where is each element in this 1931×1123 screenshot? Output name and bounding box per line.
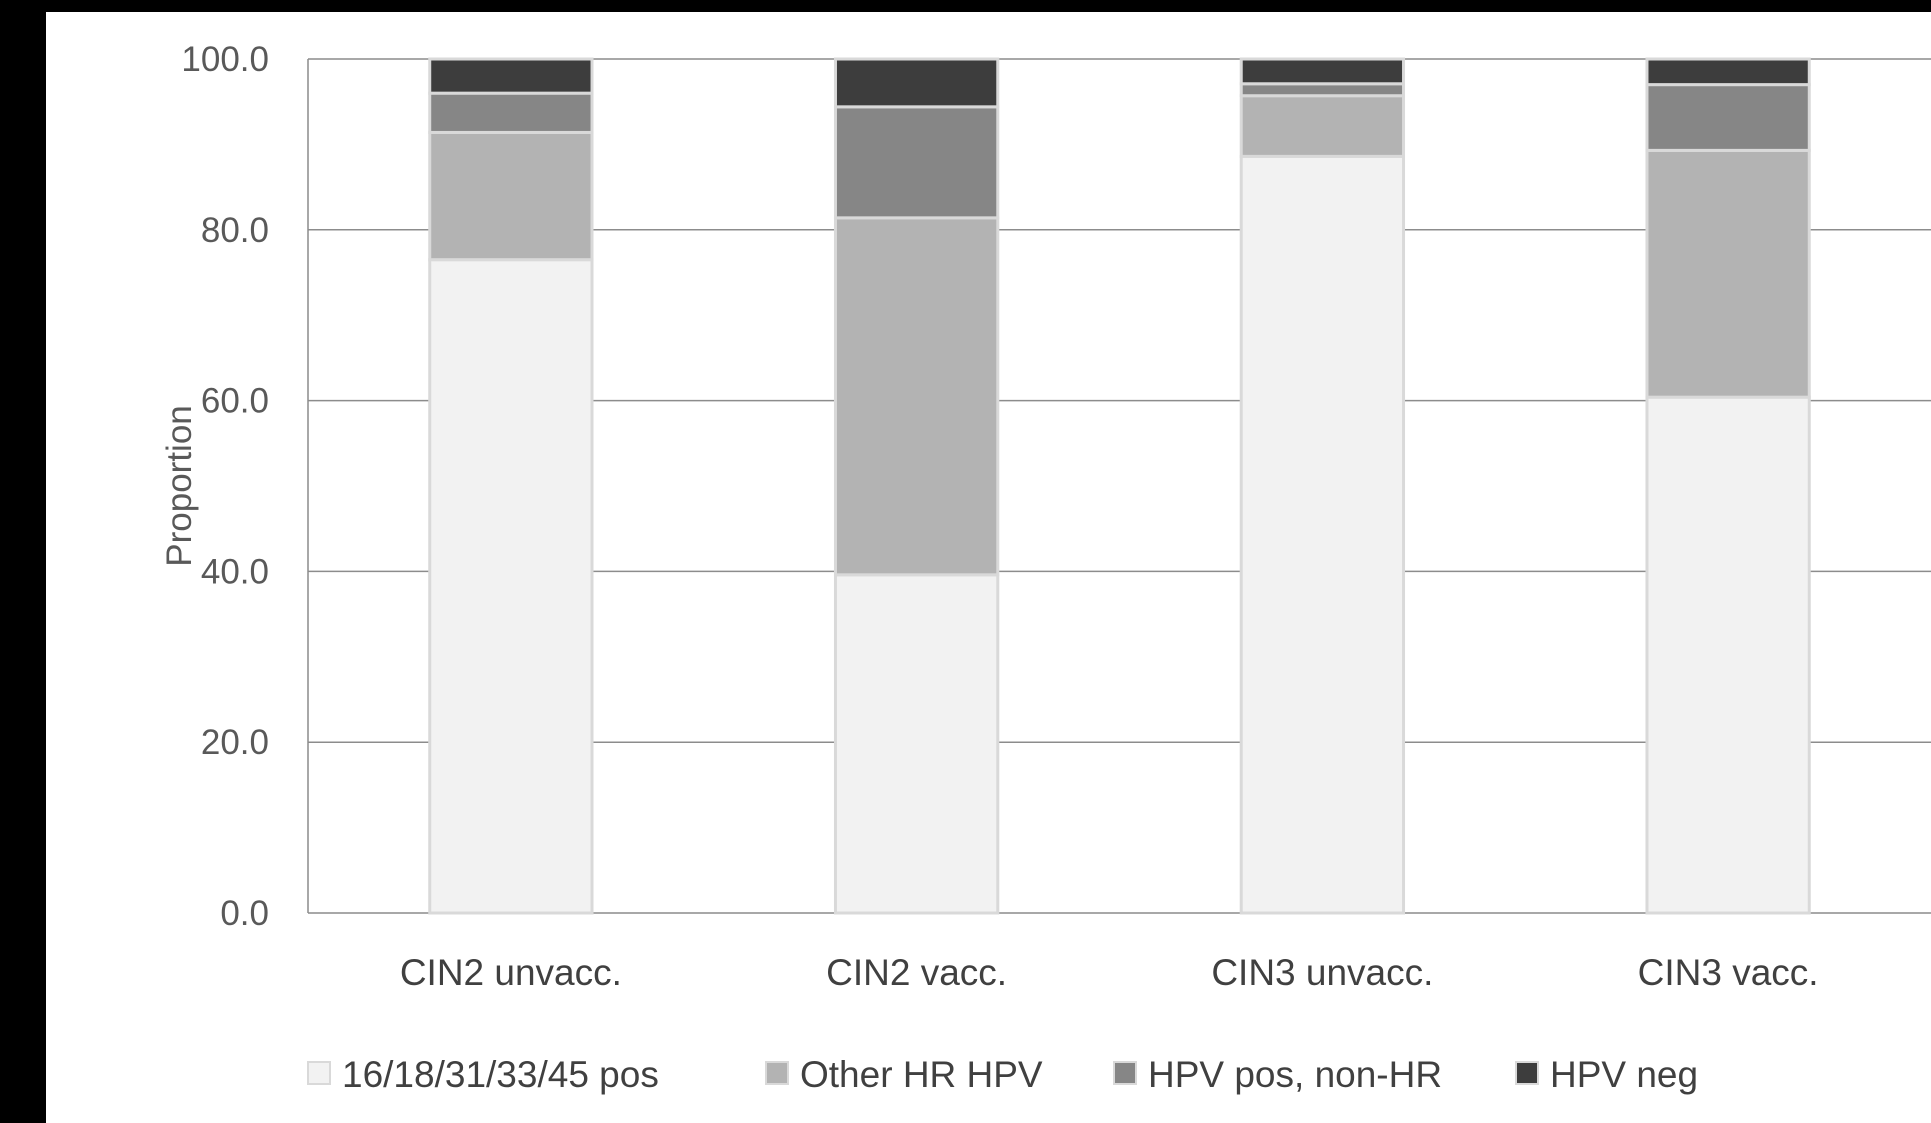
bar-segment [833, 573, 1000, 915]
legend-swatch [1515, 1061, 1539, 1085]
bar-segment [428, 258, 594, 915]
bar-segment [833, 105, 1000, 220]
legend-swatch [307, 1061, 331, 1085]
x-category-label: CIN2 unvacc. [400, 952, 622, 993]
legend-label: 16/18/31/33/45 pos [342, 1054, 659, 1095]
bar-segment [1645, 395, 1811, 915]
bar-segment [1239, 94, 1406, 158]
bar-segment [833, 216, 1000, 577]
bar-segment [428, 91, 594, 134]
legend: 16/18/31/33/45 pos Other HR HPV HPV pos, n… [307, 1054, 1698, 1095]
legend-swatch [765, 1061, 789, 1085]
bar-segment [833, 57, 1000, 109]
bars [428, 57, 1811, 915]
legend-label: HPV neg [1550, 1054, 1698, 1095]
x-category-label: CIN3 unvacc. [1211, 952, 1433, 993]
y-tick-label: 20.0 [201, 723, 269, 762]
y-tick-label: 60.0 [201, 382, 269, 421]
legend-label: HPV pos, non-HR [1148, 1054, 1442, 1095]
bar-segment [1239, 57, 1406, 86]
y-tick-label: 40.0 [201, 552, 269, 591]
bar-segment [1239, 82, 1406, 98]
bar-segment [1645, 83, 1811, 152]
bar-segment [1645, 57, 1811, 87]
y-tick-label: 80.0 [201, 211, 269, 250]
y-axis-ticks: 0.0 20.0 40.0 60.0 80.0 100.0 [181, 40, 269, 933]
y-tick-label: 100.0 [181, 40, 269, 79]
chart-panel: 0.0 20.0 40.0 60.0 80.0 100.0 CIN2 unvacc. CIN… [46, 12, 1931, 1123]
x-axis-categories: CIN2 unvacc. CIN2 vacc. CIN3 unvacc. CIN3 v… [400, 952, 1819, 993]
bar-segment [428, 57, 594, 95]
bar-segment [428, 130, 594, 262]
legend-label: Other HR HPV [800, 1054, 1043, 1095]
legend-swatch [1113, 1061, 1137, 1085]
x-category-label: CIN2 vacc. [826, 952, 1007, 993]
y-axis-title: Proportion [160, 405, 199, 566]
y-tick-label: 0.0 [220, 894, 269, 933]
bar-segment [1645, 148, 1811, 399]
x-category-label: CIN3 vacc. [1638, 952, 1819, 993]
bar-segment [1239, 154, 1406, 915]
